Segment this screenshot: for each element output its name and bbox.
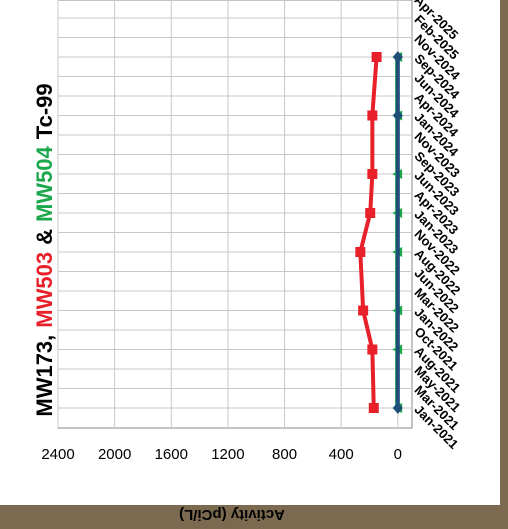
series-line [358,56,379,409]
title-part: MW504 [32,145,57,222]
marker [365,208,376,218]
y-tick-label: 2000 [98,446,131,463]
marker [371,52,382,62]
marker [392,109,403,122]
marker [355,247,366,257]
title-part: & [32,229,57,245]
y-tick-label: 0 [394,446,402,463]
marker [392,402,403,414]
title-part: Tc-99 [32,83,57,139]
marker [358,305,369,316]
marker [367,169,378,179]
marker [368,403,379,413]
y-tick-label: 400 [329,446,354,463]
chart-title: MW173, MW503 & MW504 Tc-99 [32,83,57,416]
axis-title: Activity (pCi/L) [179,506,285,523]
title-part: MW503 [32,252,57,328]
y-tick-label: 1600 [155,446,188,463]
marker [392,51,403,63]
y-tick-label: 2400 [41,446,74,463]
marker [367,344,378,355]
marker [367,110,378,121]
y-tick-label: 1200 [211,446,244,463]
title-part: MW173, [32,335,57,417]
y-tick-label: 800 [272,446,297,463]
